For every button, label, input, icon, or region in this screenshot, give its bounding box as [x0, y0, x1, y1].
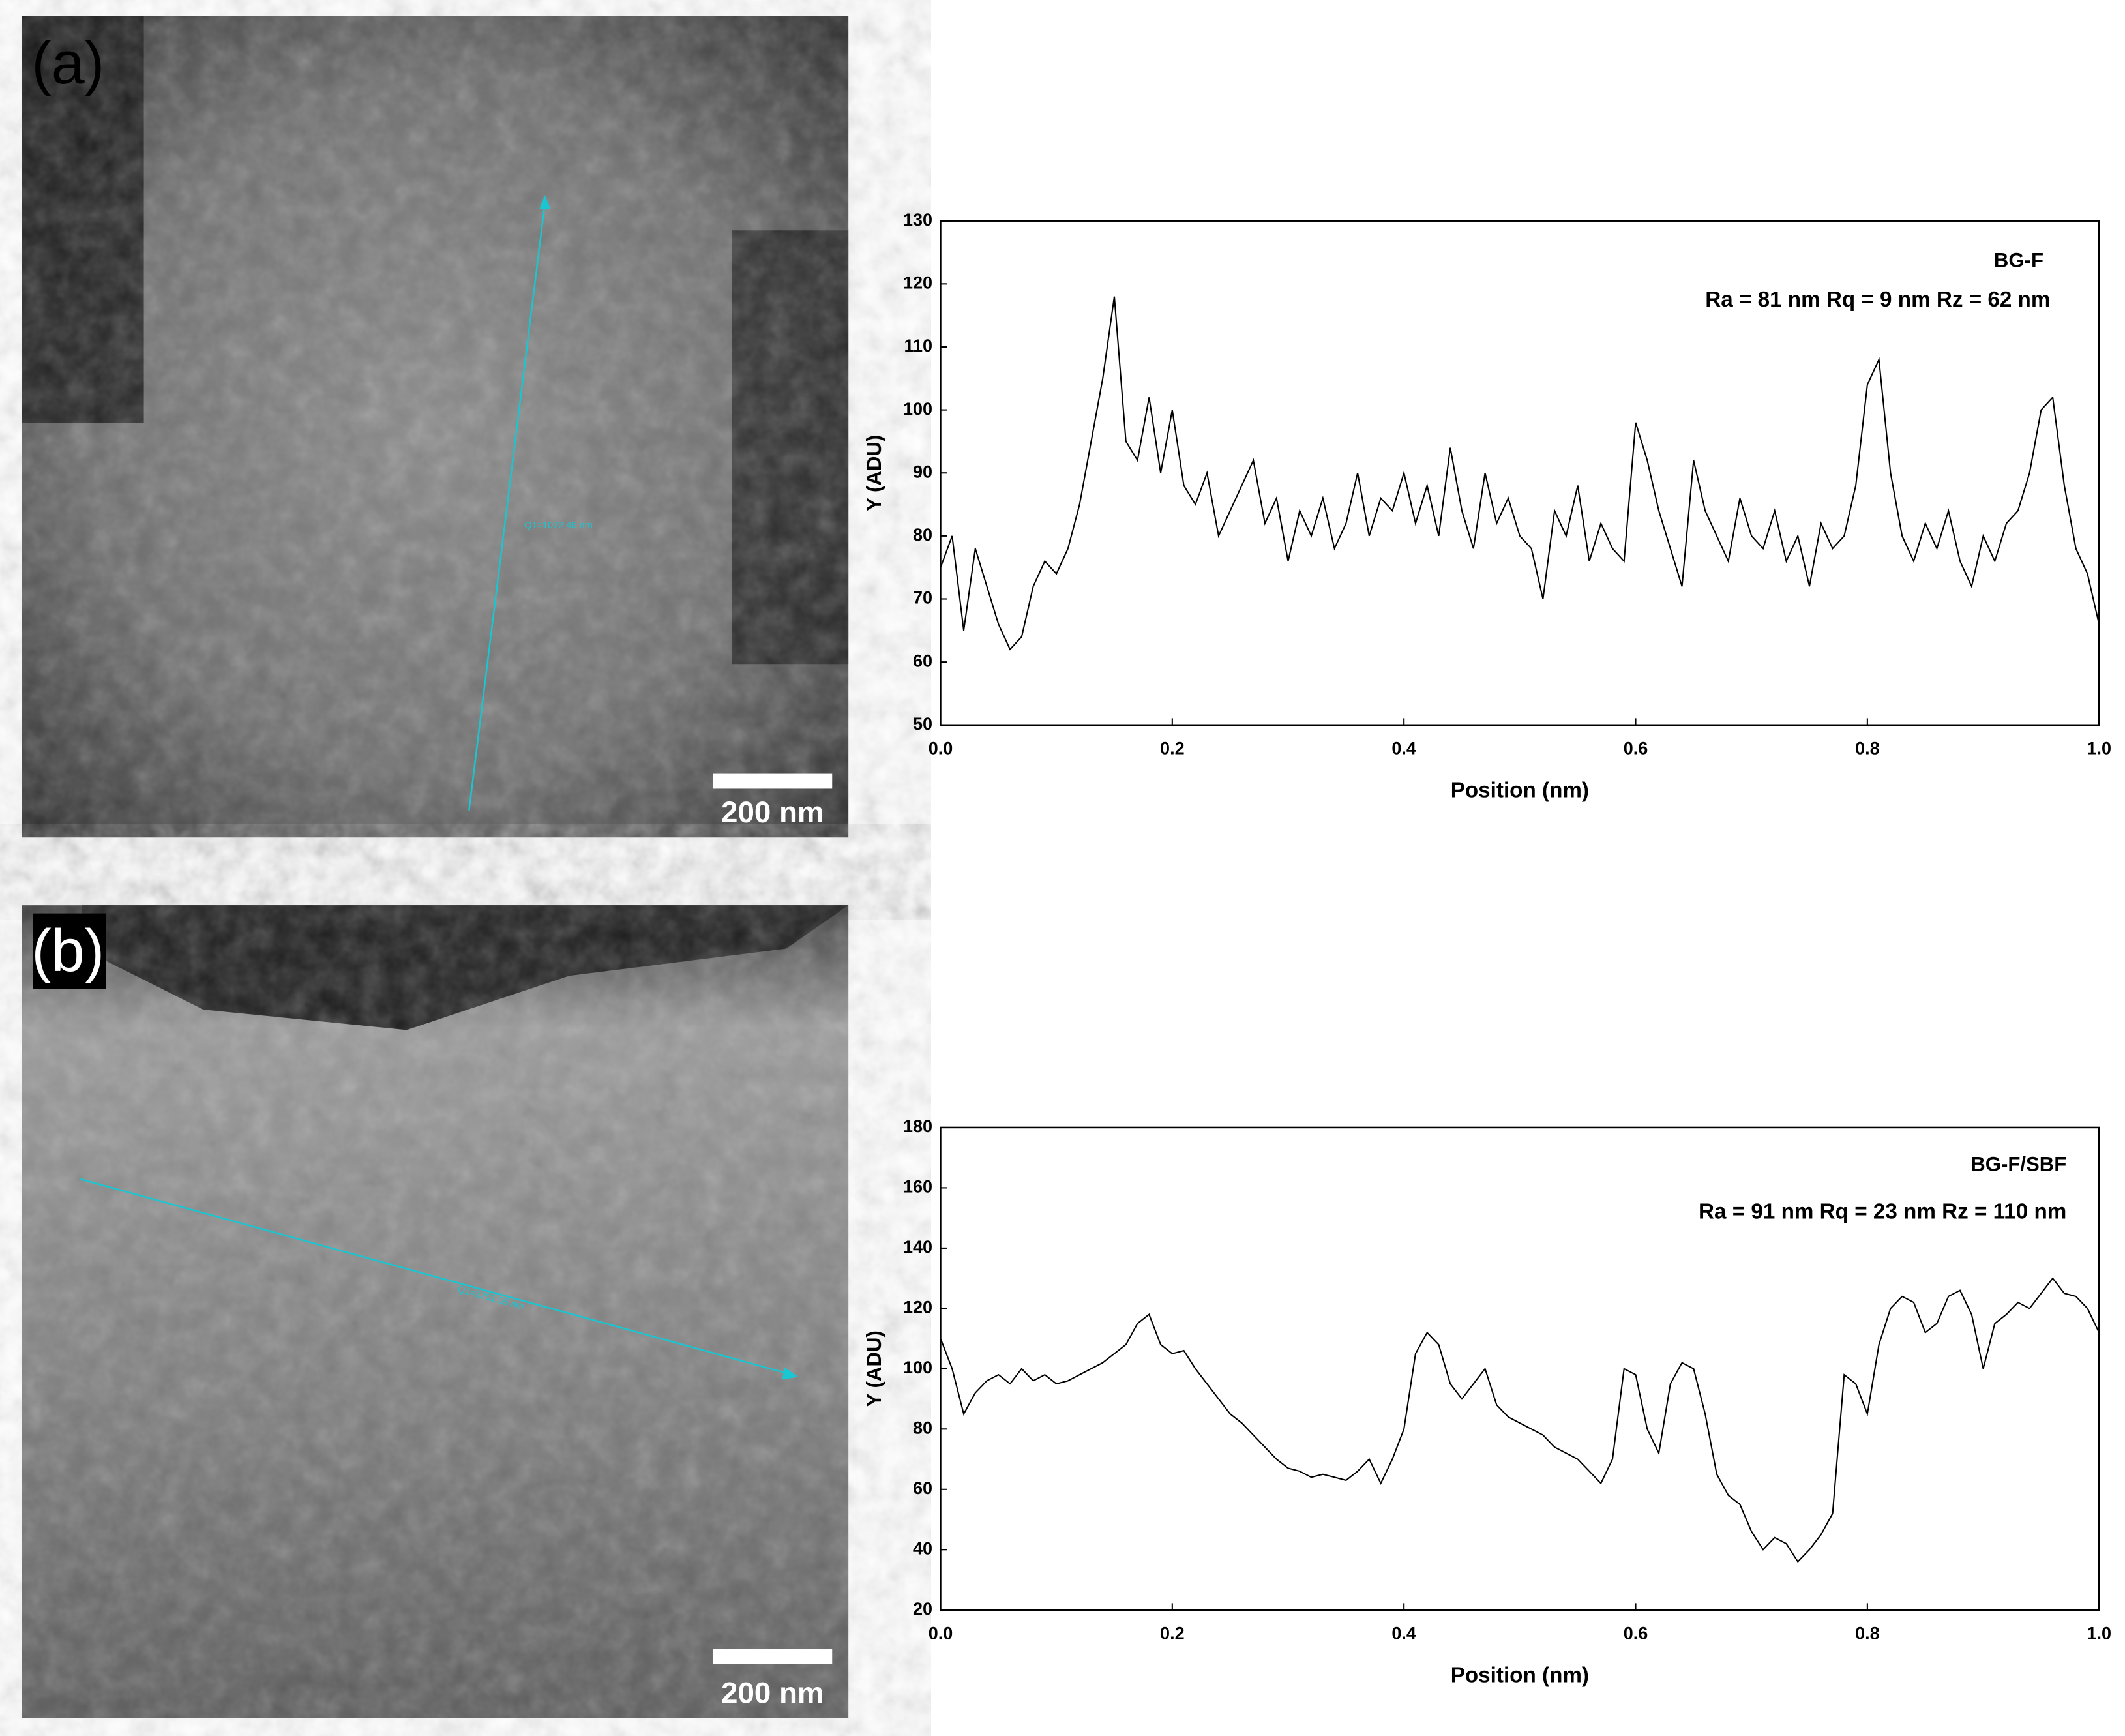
- y-tick-label: 90: [913, 462, 932, 481]
- y-tick-label: 60: [913, 1478, 932, 1498]
- panel-label: (a): [31, 30, 104, 97]
- x-axis-label: Position (nm): [1451, 778, 1589, 802]
- y-tick-label: 20: [913, 1599, 932, 1619]
- roughness-annotation: Ra = 91 nm Rq = 23 nm Rz = 110 nm: [1699, 1200, 2066, 1224]
- x-tick-label: 0.4: [1391, 1623, 1416, 1643]
- x-tick-label: 1.0: [2087, 1623, 2111, 1643]
- chart-title: BG-F: [1994, 248, 2043, 271]
- x-tick-label: 0.8: [1855, 738, 1880, 758]
- y-axis-label: Y (ADU): [863, 435, 885, 511]
- measurement-label: Q1=1022.46 nm: [524, 520, 593, 531]
- x-tick-label: 1.0: [2087, 738, 2111, 758]
- profile-line: [940, 1277, 2100, 1563]
- y-tick-label: 140: [903, 1237, 932, 1257]
- x-tick-label: 0.0: [929, 738, 953, 758]
- x-tick-label: 0.2: [1160, 738, 1185, 758]
- x-tick-label: 0.6: [1624, 1623, 1648, 1643]
- y-tick-label: 80: [913, 525, 932, 545]
- x-tick-label: 0.4: [1391, 738, 1416, 758]
- y-tick-label: 70: [913, 588, 932, 608]
- profile-line: [940, 296, 2100, 651]
- y-tick-label: 80: [913, 1418, 932, 1437]
- y-axis-label: Y (ADU): [863, 1330, 885, 1407]
- scale-bar-label: 200 nm: [721, 1677, 824, 1710]
- y-tick-label: 180: [903, 1116, 932, 1136]
- y-tick-label: 50: [913, 714, 932, 734]
- y-tick-label: 110: [904, 336, 932, 355]
- roughness-annotation: Ra = 81 nm Rq = 9 nm Rz = 62 nm: [1705, 288, 2050, 312]
- x-tick-label: 0.6: [1624, 738, 1648, 758]
- y-tick-label: 100: [903, 1358, 932, 1377]
- x-tick-label: 0.0: [929, 1623, 953, 1643]
- sem-image-b: [22, 905, 849, 1718]
- y-tick-label: 120: [903, 273, 932, 292]
- y-tick-label: 40: [913, 1538, 932, 1558]
- x-tick-label: 0.2: [1160, 1623, 1185, 1643]
- sem-image-a: [22, 16, 849, 838]
- y-tick-label: 120: [903, 1298, 932, 1317]
- y-tick-label: 130: [903, 210, 932, 230]
- y-tick-label: 160: [903, 1177, 932, 1197]
- x-tick-label: 0.8: [1855, 1623, 1880, 1643]
- panel-label: (b): [31, 918, 104, 984]
- x-axis-label: Position (nm): [1451, 1663, 1589, 1687]
- y-tick-label: 60: [913, 651, 932, 670]
- scale-bar-label: 200 nm: [721, 796, 824, 829]
- chart-title: BG-F/SBF: [1970, 1152, 2066, 1175]
- y-tick-label: 100: [903, 399, 932, 419]
